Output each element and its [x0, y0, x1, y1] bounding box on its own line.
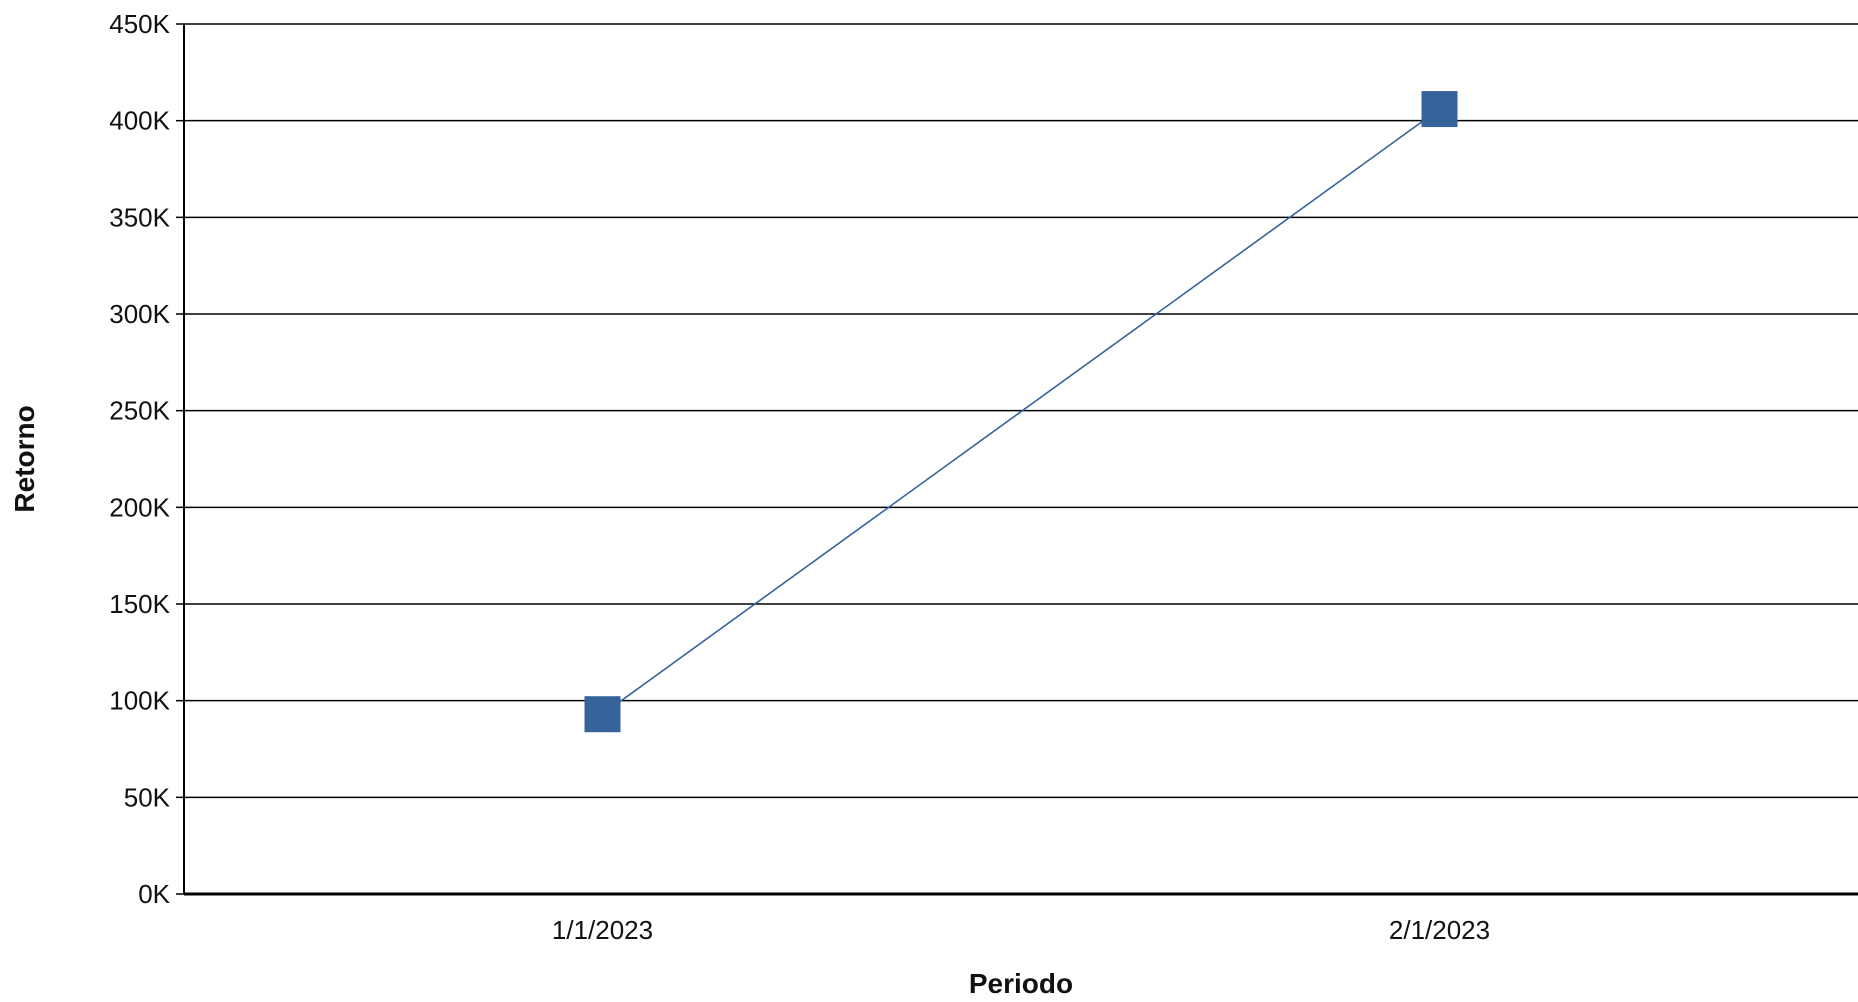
y-tick-label: 400K — [109, 106, 170, 136]
y-tick-label: 0K — [138, 879, 170, 909]
y-axis-title: Retorno — [9, 405, 40, 512]
y-tick-label: 100K — [109, 686, 170, 716]
y-tick-label: 450K — [109, 9, 170, 39]
series-line — [584, 91, 1458, 733]
y-tick-label: 200K — [109, 492, 170, 522]
x-axis-title: Periodo — [969, 968, 1073, 999]
y-tick-label: 150K — [109, 589, 170, 619]
y-tick-label: 50K — [124, 782, 171, 812]
y-tick-labels: 0K 50K 100K 150K 200K 250K 300K 350K 400K 450K — [109, 9, 170, 909]
x-tick-labels: 1/1/2023 2/1/2023 — [552, 915, 1490, 945]
data-point-marker — [584, 696, 621, 733]
x-tick-label: 1/1/2023 — [552, 915, 653, 945]
y-tick-label: 350K — [109, 202, 170, 232]
series-line-path — [602, 108, 1440, 715]
data-point-marker — [1421, 91, 1458, 128]
x-tick-label: 2/1/2023 — [1389, 915, 1490, 945]
y-tick-label: 250K — [109, 396, 170, 426]
y-tick-label: 300K — [109, 299, 170, 329]
axes — [176, 23, 1858, 896]
